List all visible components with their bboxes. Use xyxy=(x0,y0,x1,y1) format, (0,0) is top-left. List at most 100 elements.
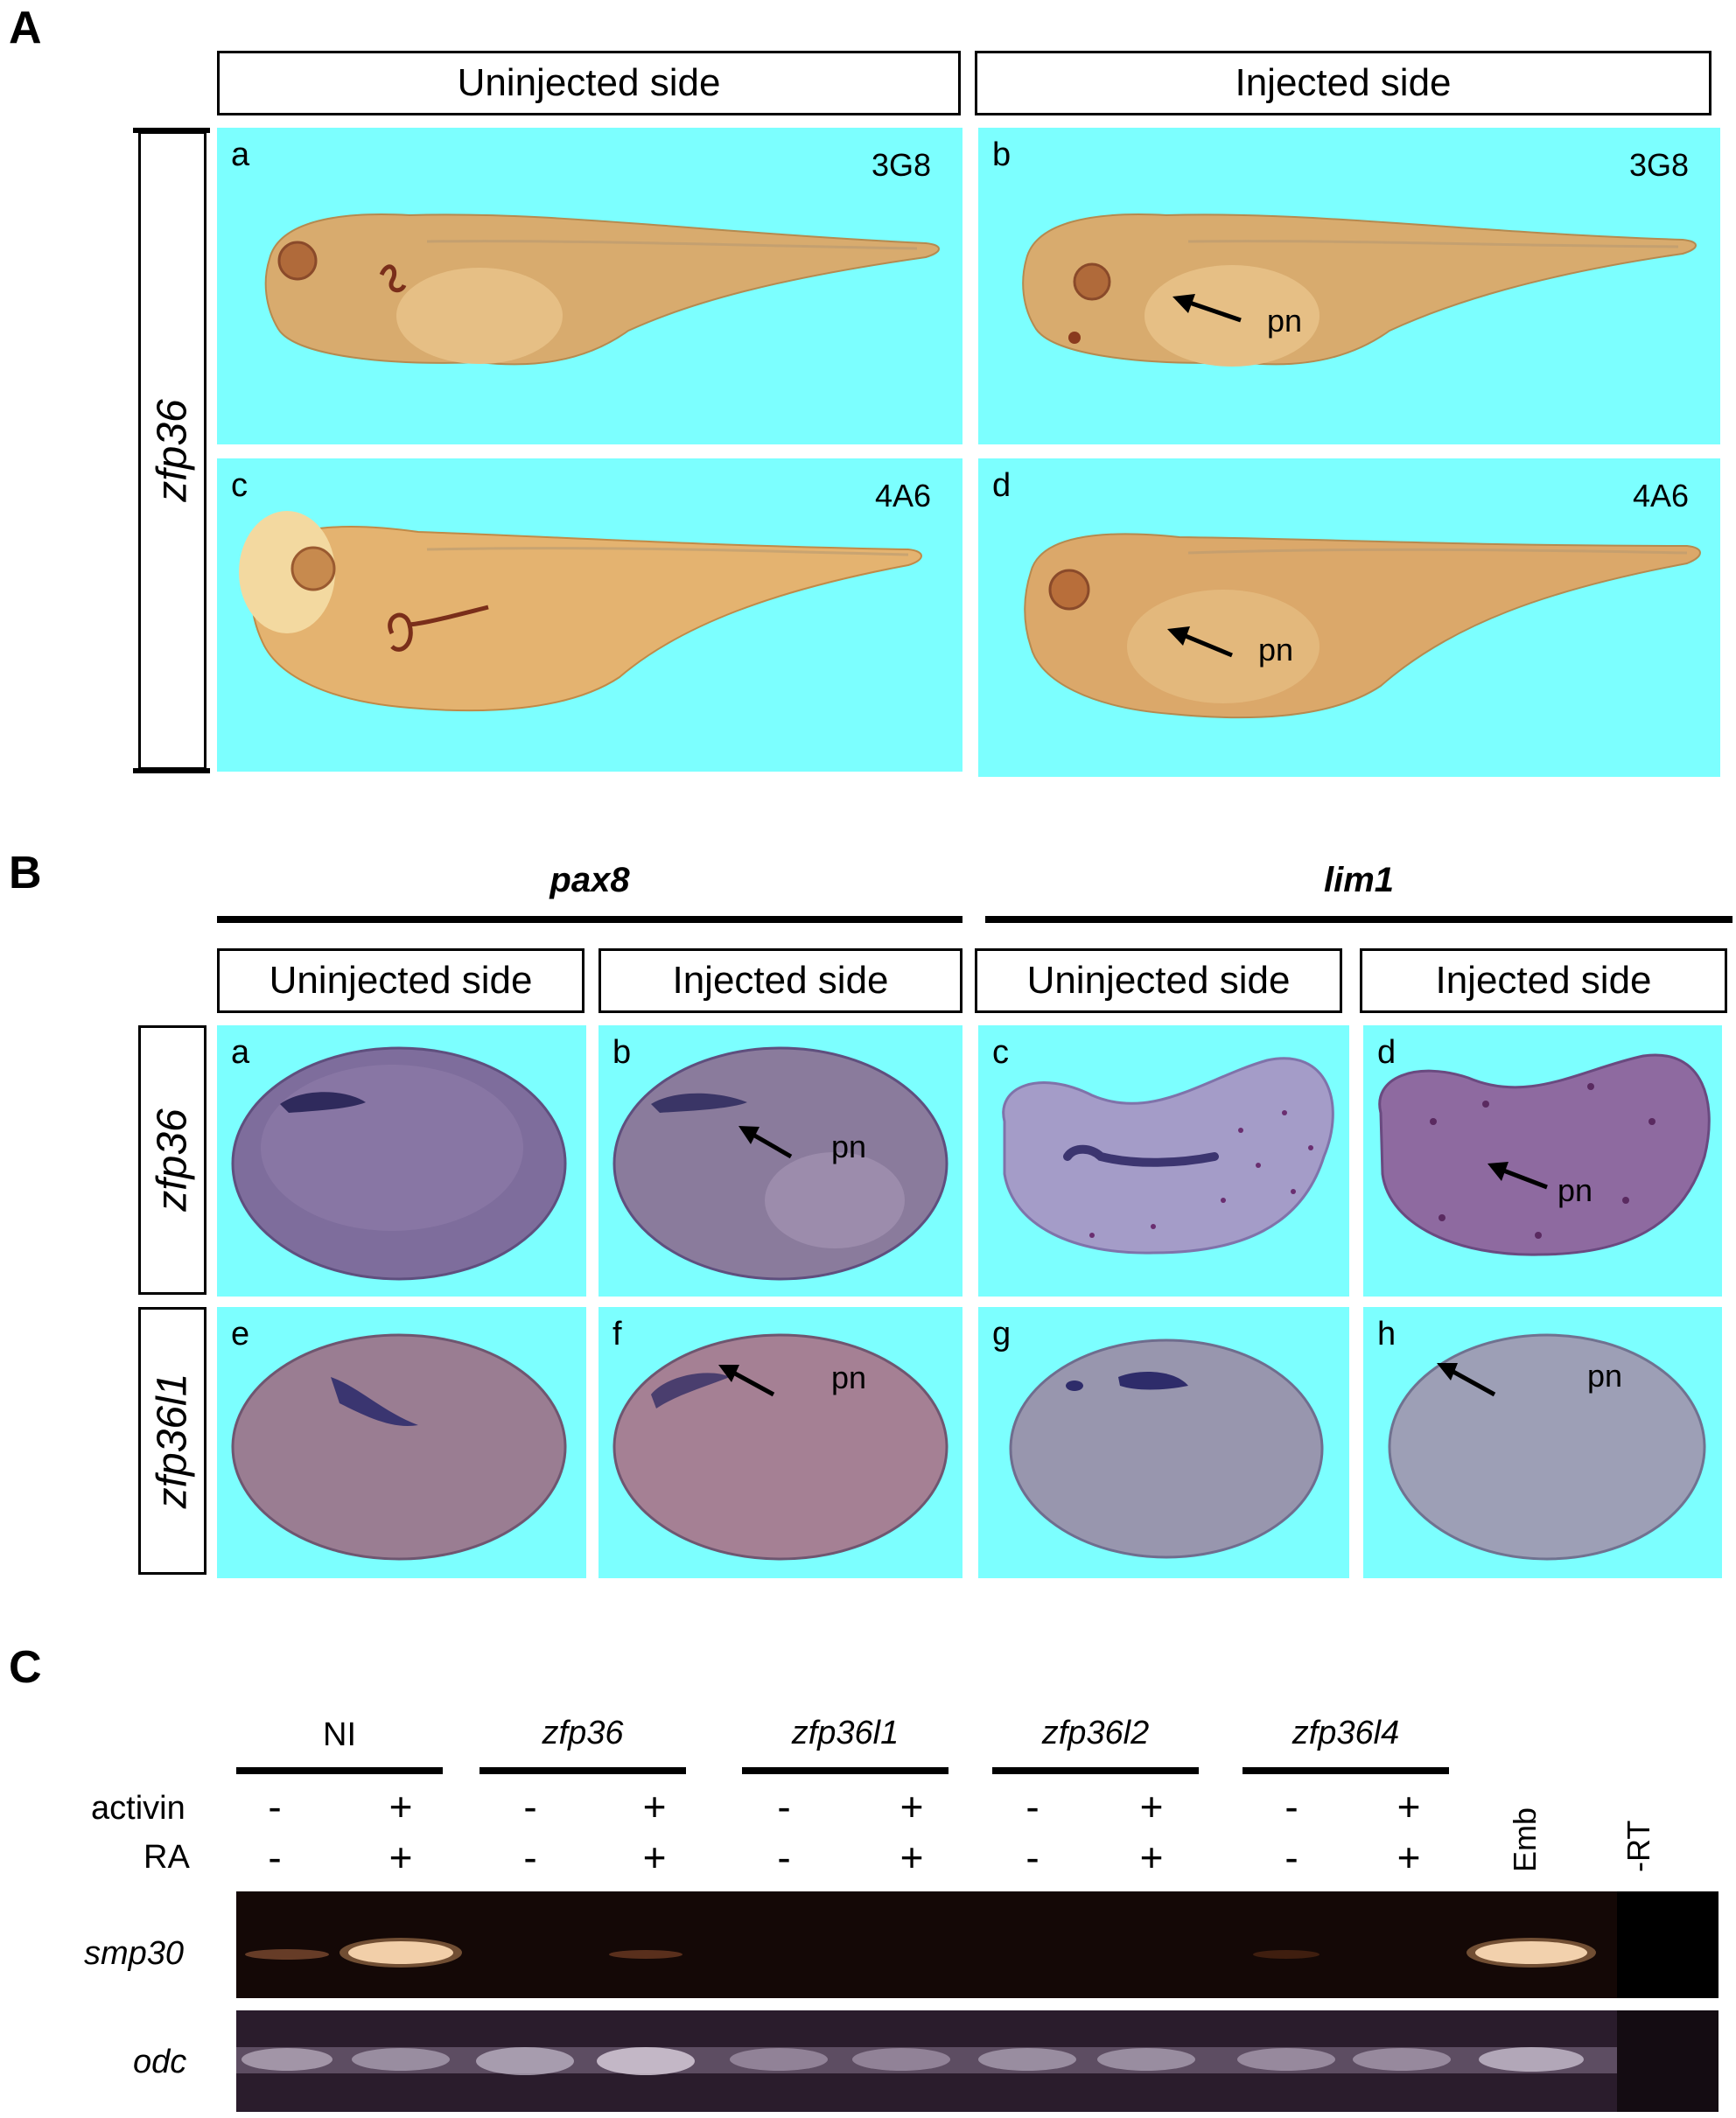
panel-b-group-rule-pax8 xyxy=(217,916,962,923)
gel-bands xyxy=(236,2010,1718,2112)
panel-b-sub-a: a xyxy=(231,1034,250,1071)
panel-b-image-e: e xyxy=(217,1307,586,1578)
sign-minus: - xyxy=(268,1835,282,1880)
sign-minus: - xyxy=(1026,1784,1040,1829)
panel-c-group-zfp36l1: zfp36l1 xyxy=(791,1715,900,1751)
arrow-label-pn: pn xyxy=(1267,303,1303,339)
panel-b-group-lim1: lim1 xyxy=(1323,861,1395,899)
panel-b-image-f: f pn xyxy=(598,1307,962,1578)
panel-a-sub-c: c xyxy=(231,467,248,504)
panel-b-image-h: h pn xyxy=(1363,1307,1722,1578)
panel-c-group-ni: NI xyxy=(323,1716,356,1753)
panel-c-letter: C xyxy=(9,1642,42,1693)
panel-b-image-a: a xyxy=(217,1025,586,1297)
panel-a-sub-a: a xyxy=(231,136,250,173)
tadpole-image xyxy=(1022,213,1697,367)
sign-minus: - xyxy=(523,1835,537,1880)
panel-c-group-rule xyxy=(992,1767,1199,1774)
sign-plus: + xyxy=(1139,1835,1164,1880)
panel-c-lane-minus-rt: -RT xyxy=(1620,1820,1656,1872)
sign-minus: - xyxy=(1284,1835,1298,1880)
panel-b-header-1: Uninjected side xyxy=(217,948,584,1013)
panel-b-header-2: Injected side xyxy=(598,948,962,1013)
panel-c-group-zfp36: zfp36 xyxy=(542,1715,624,1751)
panel-a-row-label: zfp36 xyxy=(149,399,196,502)
panel-b-sub-e: e xyxy=(231,1316,250,1353)
embryo-image xyxy=(231,1333,567,1561)
panel-c-group-rule xyxy=(1242,1767,1449,1774)
tadpole-image xyxy=(1024,533,1701,719)
sign-plus: + xyxy=(900,1835,924,1880)
tadpole-image xyxy=(264,213,940,366)
arrow-label-pn: pn xyxy=(831,1360,867,1395)
arrow-label-pn: pn xyxy=(831,1129,867,1164)
panel-b-row-label-2: zfp36l1 xyxy=(149,1373,196,1509)
panel-b-row-label-1: zfp36 xyxy=(149,1108,196,1212)
panel-c-gel-label-smp30: smp30 xyxy=(84,1935,185,1972)
panel-a-sub-d: d xyxy=(992,467,1012,504)
panel-b-image-g: g xyxy=(978,1307,1349,1578)
panel-b-sub-c: c xyxy=(992,1034,1009,1071)
panel-c-group-rule xyxy=(236,1767,443,1774)
panel-c-group-zfp36l4: zfp36l4 xyxy=(1292,1715,1400,1751)
panel-b-letter: B xyxy=(9,848,42,898)
sign-minus: - xyxy=(523,1784,537,1829)
embryo-image xyxy=(612,1046,948,1281)
embryo-image xyxy=(1009,1339,1324,1559)
panel-b-row-label-box-1: zfp36 xyxy=(138,1025,206,1295)
sign-minus: - xyxy=(777,1784,791,1829)
panel-b-header-4: Injected side xyxy=(1360,948,1727,1013)
sign-minus: - xyxy=(1026,1835,1040,1880)
panel-a-row-cap-top xyxy=(133,128,210,133)
panel-b-image-c: c xyxy=(978,1025,1349,1297)
embryo-image xyxy=(1002,1057,1334,1255)
arrow-label-pn: pn xyxy=(1558,1172,1593,1208)
panel-b-sub-f: f xyxy=(612,1316,622,1353)
panel-c-group-rule xyxy=(480,1767,686,1774)
embryo-image xyxy=(231,1046,567,1281)
panel-c-lane-emb: Emb xyxy=(1507,1807,1543,1872)
panel-a-row-label-box: zfp36 xyxy=(138,131,206,770)
sign-plus: + xyxy=(388,1784,413,1829)
panel-a-antibody-a: 3G8 xyxy=(871,147,931,183)
gel-odc xyxy=(236,2010,1718,2112)
panel-a-row-cap-bottom xyxy=(133,768,210,773)
panel-a-image-d: d 4A6 pn xyxy=(978,458,1720,777)
arrow-label-pn: pn xyxy=(1258,632,1294,668)
gel-smp30 xyxy=(236,1891,1718,1998)
panel-b-group-rule-lim1 xyxy=(985,916,1732,923)
arrow-label-pn: pn xyxy=(1587,1358,1623,1394)
tadpole-image xyxy=(239,511,922,712)
sign-minus: - xyxy=(268,1784,282,1829)
sign-plus: + xyxy=(1139,1784,1164,1829)
panel-b-image-b: b pn xyxy=(598,1025,962,1297)
panel-c-gel-label-odc: odc xyxy=(133,2044,187,2080)
embryo-image xyxy=(1378,1053,1711,1256)
sign-plus: + xyxy=(1396,1784,1421,1829)
panel-c-treatment-activin: activin xyxy=(91,1790,186,1827)
panel-c-group-zfp36l2: zfp36l2 xyxy=(1041,1715,1150,1751)
panel-a-antibody-c: 4A6 xyxy=(874,478,931,514)
panel-a-image-c: c 4A6 xyxy=(217,458,962,772)
panel-b-header-3: Uninjected side xyxy=(975,948,1342,1013)
sign-plus: + xyxy=(642,1784,667,1829)
gel-bands xyxy=(245,1891,1718,1998)
panel-b-sub-b: b xyxy=(612,1034,632,1071)
panel-c-group-rule xyxy=(742,1767,948,1774)
panel-b-sub-d: d xyxy=(1377,1034,1396,1071)
embryo-image xyxy=(612,1333,948,1561)
sign-plus: + xyxy=(1396,1835,1421,1880)
panel-b-row-label-box-2: zfp36l1 xyxy=(138,1307,206,1575)
sign-plus: + xyxy=(388,1835,413,1880)
panel-a-antibody-d: 4A6 xyxy=(1632,478,1689,514)
panel-b-group-pax8: pax8 xyxy=(550,861,630,899)
panel-a-header-injected: Injected side xyxy=(975,51,1712,115)
sign-plus: + xyxy=(900,1784,924,1829)
panel-b-sub-g: g xyxy=(992,1316,1012,1353)
panel-b-sub-h: h xyxy=(1377,1316,1396,1353)
panel-a-image-b: b 3G8 pn xyxy=(978,128,1720,444)
sign-minus: - xyxy=(1284,1784,1298,1829)
panel-a-image-a: a 3G8 xyxy=(217,128,962,444)
sign-plus: + xyxy=(642,1835,667,1880)
sign-minus: - xyxy=(777,1835,791,1880)
